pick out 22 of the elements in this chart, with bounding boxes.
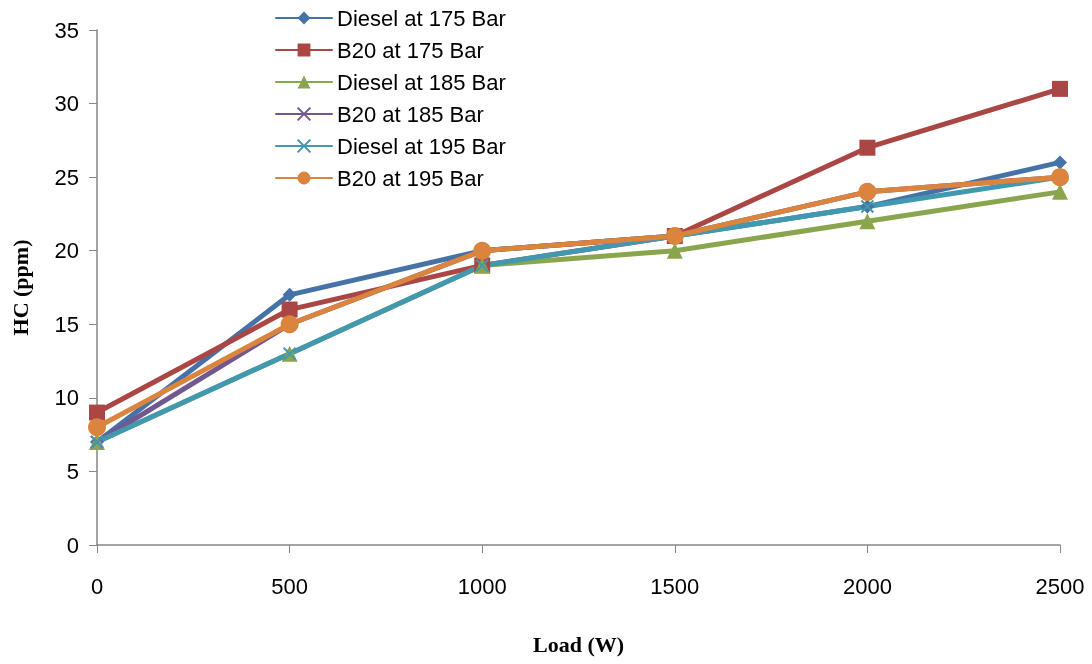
x-tick-label: 1500 <box>650 573 700 599</box>
x-tick-label: 0 <box>90 573 104 599</box>
y-tick-label: 5 <box>66 458 79 484</box>
legend-label: B20 at 195 Bar <box>337 165 484 191</box>
y-tick-label: 20 <box>54 238 79 264</box>
y-tick-label: 35 <box>54 17 79 43</box>
legend-label: Diesel at 175 Bar <box>337 5 506 31</box>
x-tick-label: 1000 <box>457 573 507 599</box>
y-tick-label: 10 <box>54 385 79 411</box>
legend-label: Diesel at 195 Bar <box>337 133 506 159</box>
y-tick-label: 30 <box>54 91 79 117</box>
y-tick-label: 0 <box>66 532 79 558</box>
y-tick-label: 25 <box>54 164 79 190</box>
y-tick-label: 15 <box>54 311 79 337</box>
x-tick-label: 500 <box>271 573 308 599</box>
legend-label: B20 at 185 Bar <box>337 101 484 127</box>
x-tick-label: 2500 <box>1035 573 1085 599</box>
legend-label: Diesel at 185 Bar <box>337 69 506 95</box>
y-axis-title: HC (ppm) <box>7 239 33 336</box>
legend-label: B20 at 175 Bar <box>337 37 484 63</box>
x-tick-label: 2000 <box>842 573 892 599</box>
x-axis-title: Load (W) <box>532 631 625 657</box>
